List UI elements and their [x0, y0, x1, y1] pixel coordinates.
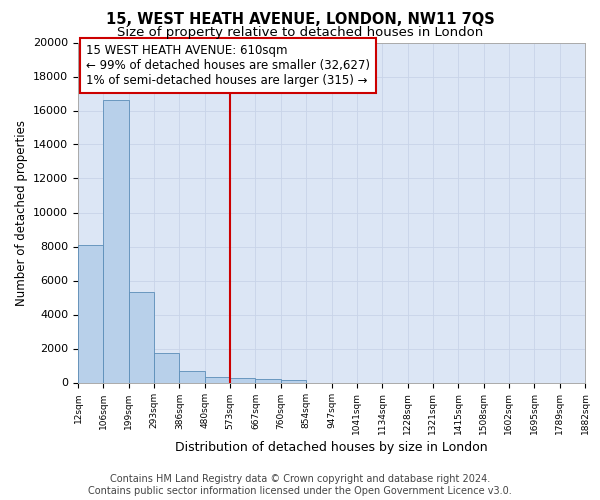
Text: Contains HM Land Registry data © Crown copyright and database right 2024.
Contai: Contains HM Land Registry data © Crown c… — [88, 474, 512, 496]
Bar — [281, 380, 306, 382]
X-axis label: Distribution of detached houses by size in London: Distribution of detached houses by size … — [175, 442, 488, 454]
Bar — [205, 376, 230, 382]
Bar — [103, 100, 128, 382]
Text: 15 WEST HEATH AVENUE: 610sqm
← 99% of detached houses are smaller (32,627)
1% of: 15 WEST HEATH AVENUE: 610sqm ← 99% of de… — [86, 44, 370, 87]
Bar — [256, 379, 281, 382]
Text: Size of property relative to detached houses in London: Size of property relative to detached ho… — [117, 26, 483, 39]
Bar — [78, 245, 103, 382]
Bar — [154, 353, 179, 382]
Bar — [230, 378, 256, 382]
Bar — [179, 372, 205, 382]
Y-axis label: Number of detached properties: Number of detached properties — [14, 120, 28, 306]
Text: 15, WEST HEATH AVENUE, LONDON, NW11 7QS: 15, WEST HEATH AVENUE, LONDON, NW11 7QS — [106, 12, 494, 28]
Bar — [128, 292, 154, 382]
